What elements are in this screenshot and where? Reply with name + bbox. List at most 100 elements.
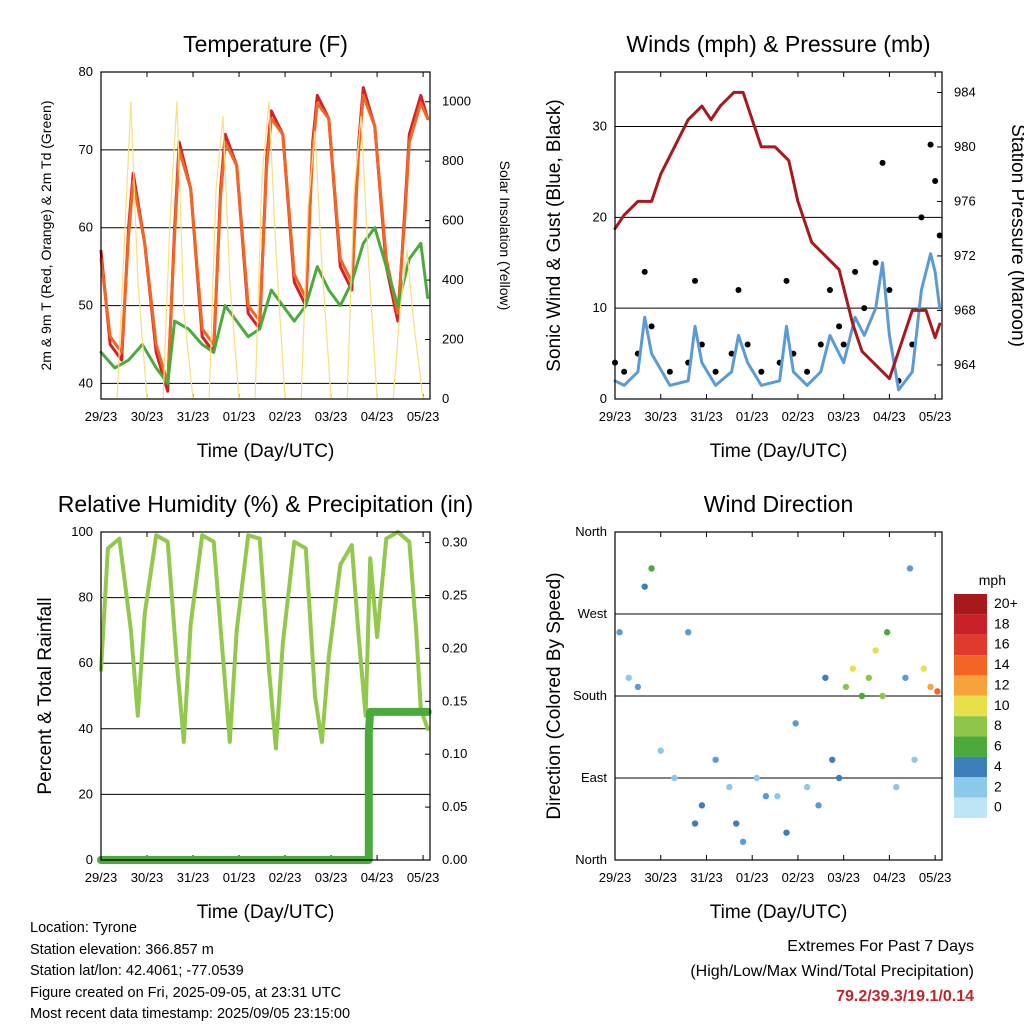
y-tick-label: 20 — [593, 209, 607, 224]
series-line-station-pressure — [613, 90, 942, 381]
y-tick-label: 70 — [79, 142, 93, 157]
direction-point — [762, 793, 770, 800]
x-tick-label: 29/23 — [85, 870, 118, 885]
x-axis-label: Time (Day/UTC) — [197, 902, 335, 923]
y-tick-label: 60 — [79, 220, 93, 235]
location-text: Location: Tyrone — [30, 920, 137, 936]
direction-point — [883, 629, 891, 636]
colorbar-label: 2 — [994, 778, 1002, 794]
x-tick-label: 31/23 — [690, 870, 723, 885]
direction-point — [625, 674, 632, 681]
y-tick-label: 30 — [593, 119, 607, 134]
y2-axis-label: Station Pressure (Maroon) — [1007, 124, 1024, 347]
x-tick-label: 04/23 — [873, 870, 906, 885]
extremes-title: Extremes For Past 7 Days — [787, 938, 974, 955]
y-axis-label: Direction (Colored By Speed) — [544, 572, 565, 819]
plot-frame — [614, 71, 943, 400]
x-axis-label: Time (Day/UTC) — [197, 441, 335, 462]
x-tick-label: 30/23 — [644, 870, 677, 885]
gust-point — [932, 178, 939, 184]
colorbar-swatch — [954, 675, 987, 696]
direction-point — [691, 820, 699, 827]
y2-tick-label: 200 — [442, 332, 464, 347]
y-tick-label: 0 — [600, 391, 607, 406]
x-tick-label: 02/23 — [269, 870, 302, 885]
y2-tick-label: 0.05 — [442, 799, 467, 814]
y2-tick-label: 1000 — [442, 94, 471, 109]
colorbar-label: 18 — [994, 615, 1010, 631]
colorbar-label: 0 — [994, 799, 1002, 815]
x-tick-label: 01/23 — [223, 409, 256, 424]
plot-frame — [100, 71, 431, 400]
panel-temperature: Temperature (F) Time (Day/UTC) 2m & 9m T (… — [38, 31, 513, 462]
gust-point — [744, 341, 751, 348]
gust-point — [918, 214, 925, 221]
y2-tick-label: 0.15 — [442, 693, 467, 708]
gust-point — [758, 368, 765, 375]
gust-point — [879, 159, 886, 166]
colorbar-swatch — [954, 614, 987, 635]
y-tick-label: South — [573, 688, 607, 703]
direction-point — [774, 793, 781, 800]
y-tick-label: 10 — [593, 300, 607, 315]
y2-tick-label: 0.00 — [442, 852, 467, 867]
gust-point — [692, 277, 699, 284]
direction-point — [911, 756, 918, 763]
series-line-rh — [99, 530, 430, 751]
y2-axis-label: Solar Insolation (Yellow) — [497, 161, 513, 311]
y2-tick-label: 984 — [954, 84, 976, 99]
colorbar-label: 20+ — [994, 595, 1018, 611]
direction-point — [783, 829, 790, 836]
colorbar-swatch — [954, 634, 987, 656]
direction-point — [927, 683, 934, 691]
gust-point — [804, 368, 811, 375]
y-tick-label: 20 — [79, 786, 93, 801]
x-tick-label: 29/23 — [85, 409, 118, 424]
gust-point — [712, 368, 719, 375]
gust-point — [648, 323, 655, 330]
direction-point — [739, 838, 747, 845]
y-tick-label: West — [578, 606, 608, 621]
gust-point — [728, 350, 735, 357]
panel-title: Wind Direction — [704, 491, 854, 517]
direction-point — [872, 647, 879, 654]
y-tick-label: 50 — [79, 298, 93, 313]
plot-frame — [100, 531, 431, 861]
x-tick-label: 01/23 — [736, 409, 769, 424]
panel-humidity: Relative Humidity (%) & Precipitation (i… — [35, 491, 473, 923]
series-line-total-precipitation — [97, 707, 432, 864]
y-tick-label: 40 — [79, 375, 93, 390]
x-tick-label: 01/23 — [736, 870, 769, 885]
panel-title: Winds (mph) & Pressure (mb) — [626, 31, 930, 57]
y2-tick-label: 600 — [442, 213, 464, 228]
x-tick-label: 30/23 — [131, 870, 164, 885]
direction-point — [698, 802, 706, 809]
direction-point — [671, 774, 678, 782]
direction-point — [815, 802, 822, 809]
x-tick-label: 02/23 — [269, 409, 302, 424]
colorbar-title: mph — [979, 572, 1006, 588]
gust-point — [936, 232, 943, 239]
gust-point — [735, 287, 742, 293]
x-axis-label: Time (Day/UTC) — [710, 902, 848, 923]
y2-tick-label: 0.10 — [442, 746, 467, 761]
y-tick-label: North — [575, 524, 607, 539]
x-tick-label: 04/23 — [873, 409, 906, 424]
gust-point — [641, 268, 648, 275]
y-tick-label: 80 — [79, 64, 93, 79]
gust-point — [621, 368, 628, 375]
direction-point — [803, 783, 811, 791]
y-axis-label: Sonic Wind & Gust (Blue, Black) — [544, 99, 565, 371]
y-tick-label: 0 — [86, 852, 93, 867]
gust-point — [826, 287, 833, 293]
latlon-text: Station lat/lon: 42.4061; -77.0539 — [30, 963, 244, 979]
colorbar-swatch — [954, 797, 987, 818]
panel-direction: Wind Direction Time (Day/UTC) Direction (C… — [544, 491, 1018, 923]
x-tick-label: 01/23 — [223, 870, 256, 885]
x-tick-label: 03/23 — [827, 870, 860, 885]
elevation-text: Station elevation: 366.857 m — [30, 941, 214, 958]
panel-wind: Winds (mph) & Pressure (mb) Time (Day/UTC… — [544, 31, 1024, 462]
direction-point — [753, 774, 760, 782]
direction-point — [641, 583, 648, 590]
colorbar-swatch — [954, 655, 987, 676]
